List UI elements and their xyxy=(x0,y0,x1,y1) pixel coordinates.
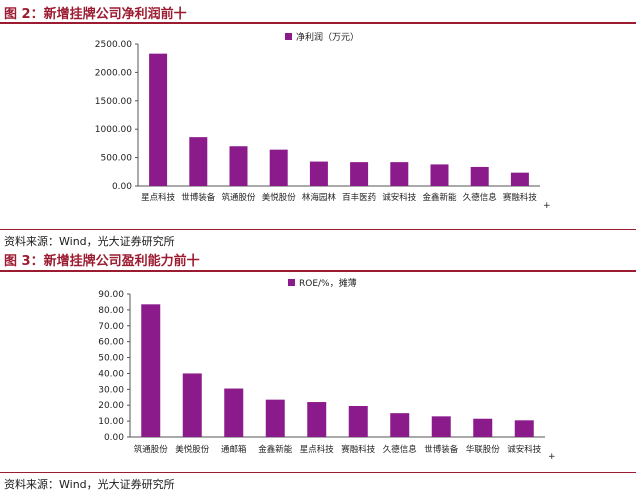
bar xyxy=(390,413,410,437)
y-tick-label: 1000.00 xyxy=(95,125,132,135)
legend: ROE/%，摊薄 xyxy=(288,277,357,289)
y-tick-label: 10.00 xyxy=(98,417,124,427)
figure-3-top-rule xyxy=(0,270,636,272)
category-label: 诚安科技 xyxy=(507,444,542,455)
roe-bar-chart: ROE/%，摊薄 +0.00 10.00 20.00 30.00 40.00 50.00 60… xyxy=(98,277,556,462)
bar xyxy=(229,146,248,186)
bar xyxy=(182,373,202,437)
y-tick-label: 2500.00 xyxy=(95,40,132,50)
category-label: 筑通股份 xyxy=(221,192,256,203)
y-tick-label: 50.00 xyxy=(98,354,124,364)
bar xyxy=(265,399,285,437)
legend-label: ROE/%，摊薄 xyxy=(299,277,357,289)
bar xyxy=(307,402,327,437)
category-label: 赛融科技 xyxy=(341,444,376,455)
bar xyxy=(224,388,244,437)
category-label: 星点科技 xyxy=(300,444,335,455)
bar xyxy=(470,166,489,186)
figure-2-title: 图 2：新增挂牌公司净利润前十 xyxy=(4,7,187,22)
category-label: 久德信息 xyxy=(383,444,418,455)
bar xyxy=(430,164,449,186)
bar xyxy=(189,137,208,186)
category-label: 百丰医药 xyxy=(342,192,376,203)
category-label: 华联股份 xyxy=(466,444,501,455)
y-tick-label: 30.00 xyxy=(98,385,124,395)
category-label: 诚安科技 xyxy=(382,192,417,203)
y-tick-label: 60.00 xyxy=(98,338,124,348)
category-label: 金鑫新能 xyxy=(258,444,293,455)
bar xyxy=(309,161,328,186)
category-label: 世博装备 xyxy=(181,192,216,203)
y-tick-label: 20.00 xyxy=(98,401,124,411)
bar xyxy=(514,420,534,437)
figure-3-title: 图 3：新增挂牌公司盈利能力前十 xyxy=(4,254,200,269)
figure-3-chart: ROE/%，摊薄 +0.00 10.00 20.00 30.00 40.00 50.00 60… xyxy=(0,272,636,470)
bar xyxy=(473,418,493,437)
figure-2-chart: 净利润（万元） +0.00 500.00 1000.00 1500.00 2000.00 2… xyxy=(0,24,636,229)
figure-2-bottom-rule xyxy=(0,229,636,230)
category-label: 星点科技 xyxy=(141,192,176,203)
net-profit-bar-chart: 净利润（万元） +0.00 500.00 1000.00 1500.00 2000.00 2… xyxy=(95,31,551,211)
figure-3-bottom-rule xyxy=(0,472,636,473)
y-tick-label: 70.00 xyxy=(98,322,124,332)
y-tick-label: 2000.00 xyxy=(95,68,132,78)
figure-2-top-rule xyxy=(0,22,636,24)
axis-end-mark: + xyxy=(548,452,556,462)
category-label: 通邮箱 xyxy=(221,444,247,455)
category-label: 赛融科技 xyxy=(503,192,538,203)
category-label: 美悦股份 xyxy=(175,444,210,455)
bar xyxy=(149,53,168,186)
category-label: 美悦股份 xyxy=(262,192,297,203)
y-tick-label: 500.00 xyxy=(101,154,133,164)
bar xyxy=(510,172,529,186)
y-tick-label: 80.00 xyxy=(98,306,124,316)
bar xyxy=(350,162,369,186)
bar xyxy=(141,304,161,437)
legend-swatch xyxy=(285,33,292,40)
category-label: 久德信息 xyxy=(463,192,498,203)
category-label: 筑通股份 xyxy=(134,444,169,455)
bar xyxy=(390,162,409,186)
bar xyxy=(348,406,368,437)
bar xyxy=(269,149,288,186)
category-label: 世博装备 xyxy=(424,444,459,455)
y-tick-label: 40.00 xyxy=(98,369,124,379)
category-label: 金鑫新能 xyxy=(422,192,457,203)
y-tick-label: 0.00 xyxy=(104,433,124,443)
y-tick-label: 90.00 xyxy=(98,290,124,300)
legend-label: 净利润（万元） xyxy=(296,31,359,43)
legend: 净利润（万元） xyxy=(285,31,359,43)
figure-2-source: 资料来源：Wind，光大证券研究所 xyxy=(4,235,175,248)
axis-end-mark: + xyxy=(543,201,551,211)
legend-swatch xyxy=(288,279,295,286)
y-tick-label: 1500.00 xyxy=(95,97,132,107)
y-tick-label: 0.00 xyxy=(112,182,132,192)
figure-3-source: 资料来源：Wind，光大证券研究所 xyxy=(4,478,175,491)
category-label: 林海园林 xyxy=(302,192,337,203)
bar xyxy=(431,416,451,437)
